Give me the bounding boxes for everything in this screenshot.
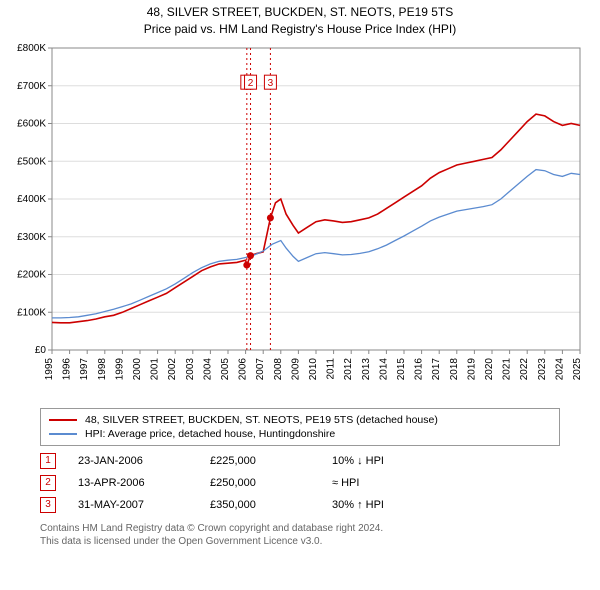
svg-text:2001: 2001 (150, 357, 161, 380)
svg-text:2008: 2008 (273, 357, 284, 380)
svg-text:£800K: £800K (17, 43, 46, 54)
sale-event-row: 2 13-APR-2006 £250,000 ≈ HPI (40, 472, 590, 494)
footer-line-1: Contains HM Land Registry data © Crown c… (40, 522, 560, 535)
event-index-box: 2 (40, 475, 56, 491)
svg-text:2013: 2013 (361, 357, 372, 380)
svg-text:£500K: £500K (17, 156, 46, 167)
legend-item: 48, SILVER STREET, BUCKDEN, ST. NEOTS, P… (49, 413, 551, 427)
svg-text:2020: 2020 (484, 357, 495, 380)
legend-item: HPI: Average price, detached house, Hunt… (49, 427, 551, 441)
event-delta: ≈ HPI (332, 477, 452, 489)
svg-text:2018: 2018 (449, 357, 460, 380)
title-line-2: Price paid vs. HM Land Registry's House … (4, 21, 596, 38)
svg-text:2000: 2000 (132, 357, 143, 380)
svg-text:1998: 1998 (97, 357, 108, 380)
svg-text:2022: 2022 (519, 357, 530, 380)
svg-text:2019: 2019 (466, 357, 477, 380)
footer-line-2: This data is licensed under the Open Gov… (40, 535, 560, 548)
svg-text:2023: 2023 (537, 357, 548, 380)
legend: 48, SILVER STREET, BUCKDEN, ST. NEOTS, P… (40, 408, 560, 446)
svg-text:£100K: £100K (17, 307, 46, 318)
svg-text:£300K: £300K (17, 231, 46, 242)
svg-text:2003: 2003 (185, 357, 196, 380)
svg-text:£200K: £200K (17, 269, 46, 280)
attribution-footer: Contains HM Land Registry data © Crown c… (40, 522, 560, 548)
event-date: 31-MAY-2007 (78, 499, 188, 511)
svg-text:2004: 2004 (202, 357, 213, 380)
svg-text:2009: 2009 (290, 357, 301, 380)
svg-text:£400K: £400K (17, 194, 46, 205)
svg-text:£600K: £600K (17, 118, 46, 129)
legend-label: 48, SILVER STREET, BUCKDEN, ST. NEOTS, P… (85, 414, 438, 426)
chart-title: 48, SILVER STREET, BUCKDEN, ST. NEOTS, P… (4, 4, 596, 38)
title-line-1: 48, SILVER STREET, BUCKDEN, ST. NEOTS, P… (4, 4, 596, 21)
svg-text:1997: 1997 (79, 357, 90, 380)
svg-text:2015: 2015 (396, 357, 407, 380)
svg-text:2017: 2017 (431, 357, 442, 380)
svg-text:2024: 2024 (554, 357, 565, 380)
svg-text:1996: 1996 (62, 357, 73, 380)
sale-event-row: 1 23-JAN-2006 £225,000 10% ↓ HPI (40, 450, 590, 472)
svg-text:2012: 2012 (343, 357, 354, 380)
svg-text:2010: 2010 (308, 357, 319, 380)
svg-text:2021: 2021 (502, 357, 513, 380)
svg-text:1999: 1999 (114, 357, 125, 380)
svg-text:2005: 2005 (220, 357, 231, 380)
svg-text:2011: 2011 (326, 357, 337, 379)
event-price: £225,000 (210, 455, 310, 467)
svg-text:2016: 2016 (414, 357, 425, 380)
legend-swatch (49, 433, 77, 435)
event-index-box: 3 (40, 497, 56, 513)
svg-text:2014: 2014 (378, 357, 389, 380)
chart-area: £0 £100K £200K £300K £400K £500K £600K £700K £80… (4, 42, 596, 402)
svg-text:3: 3 (268, 78, 274, 89)
svg-text:1995: 1995 (44, 357, 55, 380)
sale-events-table: 1 23-JAN-2006 £225,000 10% ↓ HPI 2 13-APR-200… (40, 450, 590, 516)
line-chart-svg: £0 £100K £200K £300K £400K £500K £600K £700K £80… (4, 42, 596, 402)
event-date: 13-APR-2006 (78, 477, 188, 489)
svg-text:£0: £0 (35, 345, 47, 356)
event-price: £350,000 (210, 499, 310, 511)
event-index-box: 1 (40, 453, 56, 469)
event-price: £250,000 (210, 477, 310, 489)
event-date: 23-JAN-2006 (78, 455, 188, 467)
svg-text:2007: 2007 (255, 357, 266, 380)
svg-text:2002: 2002 (167, 357, 178, 380)
svg-text:2025: 2025 (572, 357, 583, 380)
svg-text:2006: 2006 (238, 357, 249, 380)
legend-label: HPI: Average price, detached house, Hunt… (85, 428, 335, 440)
event-delta: 10% ↓ HPI (332, 455, 452, 467)
sale-event-row: 3 31-MAY-2007 £350,000 30% ↑ HPI (40, 494, 590, 516)
svg-text:2: 2 (248, 78, 254, 89)
event-delta: 30% ↑ HPI (332, 499, 452, 511)
legend-swatch (49, 419, 77, 421)
svg-text:£700K: £700K (17, 80, 46, 91)
